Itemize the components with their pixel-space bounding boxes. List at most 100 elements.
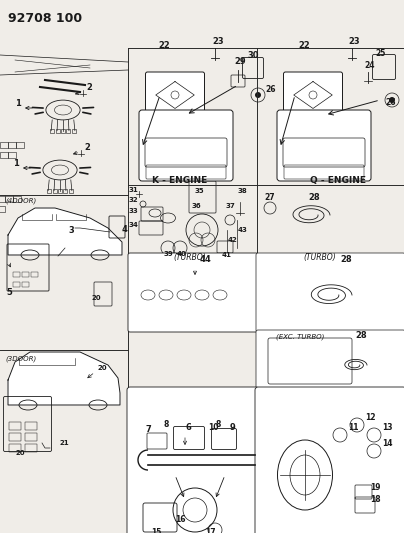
Text: 23: 23 [212, 37, 224, 46]
Text: 18: 18 [370, 495, 381, 504]
Text: 21: 21 [60, 440, 69, 446]
Text: 2: 2 [84, 143, 90, 152]
Text: 27: 27 [264, 193, 275, 202]
Text: 20: 20 [15, 450, 25, 456]
Text: 36: 36 [192, 203, 202, 209]
Bar [25, 444, 37, 452]
Bar [5, 196, 13, 202]
Text: 13: 13 [382, 423, 393, 432]
Text: 29: 29 [234, 57, 246, 66]
FancyBboxPatch shape [145, 72, 204, 118]
Bar [47, 189, 51, 192]
Bar [22, 272, 29, 277]
Bar [58, 189, 62, 192]
FancyBboxPatch shape [127, 387, 259, 533]
Text: 38: 38 [238, 188, 248, 194]
Text: 42: 42 [228, 237, 238, 243]
Bar [9, 444, 21, 452]
Text: 15: 15 [151, 528, 161, 533]
Text: 16: 16 [175, 515, 185, 524]
Bar [25, 422, 37, 430]
Text: 24: 24 [364, 61, 375, 70]
Bar [72, 128, 76, 133]
FancyBboxPatch shape [139, 110, 233, 181]
Bar [8, 142, 16, 148]
Bar [61, 128, 65, 133]
Bar [0, 196, 5, 202]
Text: 20: 20 [92, 295, 102, 301]
Bar [13, 196, 21, 202]
Bar [16, 142, 24, 148]
Text: (3DOOR): (3DOOR) [5, 355, 36, 361]
Text: (EXC. TURBO): (EXC. TURBO) [276, 333, 324, 340]
Bar [13, 282, 20, 287]
Text: 11: 11 [348, 423, 358, 432]
Bar [22, 282, 29, 287]
Text: 14: 14 [382, 439, 393, 448]
Text: 19: 19 [370, 483, 381, 492]
FancyBboxPatch shape [284, 72, 343, 118]
Bar [56, 128, 60, 133]
FancyBboxPatch shape [277, 110, 371, 181]
Text: 35: 35 [195, 188, 204, 194]
Text: 28: 28 [355, 331, 366, 340]
Text: 20: 20 [98, 365, 107, 371]
Text: 28: 28 [340, 255, 351, 264]
Bar [9, 422, 21, 430]
Text: 43: 43 [238, 227, 248, 233]
Text: 23: 23 [348, 37, 360, 46]
Text: 92708 100: 92708 100 [8, 12, 82, 25]
Text: 1: 1 [15, 99, 21, 108]
FancyBboxPatch shape [256, 253, 404, 332]
Text: 8: 8 [163, 420, 168, 429]
Bar [66, 128, 70, 133]
Bar [50, 128, 54, 133]
Text: 37: 37 [226, 203, 236, 209]
Bar [0, 142, 8, 148]
Circle shape [389, 97, 395, 103]
Text: (4DOOR): (4DOOR) [5, 198, 36, 205]
Text: 1: 1 [13, 159, 19, 168]
Text: 26: 26 [385, 98, 396, 107]
Text: 12: 12 [365, 413, 375, 422]
Bar [0, 206, 5, 212]
Text: 6: 6 [185, 423, 191, 432]
Text: 10: 10 [208, 423, 219, 432]
Text: 4: 4 [122, 225, 128, 234]
Text: 30: 30 [247, 51, 259, 60]
Text: 22: 22 [298, 41, 310, 50]
Text: 44: 44 [200, 255, 212, 264]
Bar [8, 152, 16, 158]
Bar [69, 189, 73, 192]
FancyBboxPatch shape [256, 330, 404, 392]
Text: K - ENGINE: K - ENGINE [152, 176, 208, 185]
Bar [31, 272, 38, 277]
Bar [9, 433, 21, 441]
Polygon shape [8, 208, 122, 255]
FancyBboxPatch shape [255, 387, 404, 533]
Text: 3: 3 [68, 226, 74, 235]
Text: 28: 28 [308, 193, 320, 202]
Text: (TURBO): (TURBO) [304, 253, 337, 262]
Text: (TURBO): (TURBO) [174, 253, 206, 262]
Text: 5: 5 [6, 288, 12, 297]
Polygon shape [8, 352, 120, 405]
Text: 33: 33 [129, 208, 139, 214]
Text: 26: 26 [265, 85, 276, 94]
Text: 9: 9 [230, 423, 236, 432]
Bar [13, 272, 20, 277]
Text: 31: 31 [129, 187, 139, 193]
Text: 40: 40 [177, 251, 187, 257]
Text: 32: 32 [129, 197, 139, 203]
Text: 2: 2 [86, 83, 92, 92]
Text: 41: 41 [222, 252, 232, 258]
Bar [0, 152, 8, 158]
Text: 34: 34 [129, 222, 139, 228]
Text: 22: 22 [158, 41, 170, 50]
Text: 17: 17 [205, 528, 215, 533]
Text: Q - ENGINE: Q - ENGINE [310, 176, 366, 185]
Text: 25: 25 [375, 49, 385, 58]
Bar [63, 189, 67, 192]
FancyBboxPatch shape [128, 253, 258, 332]
Bar [25, 433, 37, 441]
